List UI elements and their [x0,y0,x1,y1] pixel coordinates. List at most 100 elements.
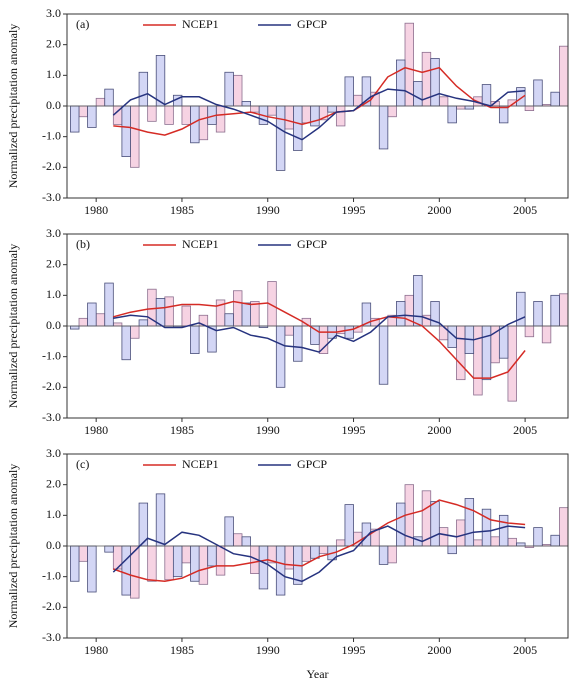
y-tick-label: 1.0 [46,287,61,301]
y-tick-label: -1.0 [42,568,61,582]
bar [224,71,234,107]
bar [498,105,509,124]
bar [378,545,389,565]
x-tick-label: 2000 [427,203,451,217]
smooth-line [112,525,526,583]
bar [498,514,509,547]
bar [198,545,209,585]
bar [533,301,543,327]
smooth-line [113,499,526,583]
y-tick-label: 1.0 [46,507,61,521]
bar [447,545,457,555]
bar [155,55,166,107]
bar [456,105,466,110]
y-tick-label: 3.0 [46,226,61,240]
x-tick-label: 1990 [256,203,280,217]
y-tick-label: 2.0 [46,36,61,50]
y-tick-label: -2.0 [42,379,61,393]
bar [164,296,174,327]
bar [310,545,320,559]
bar [224,516,234,547]
y-tick-label: -3.0 [42,190,61,204]
bar [138,319,149,327]
bar [250,301,260,327]
x-tick-label: 1980 [84,203,108,217]
bar [498,325,509,359]
bar [190,325,200,355]
bar [275,545,286,596]
smooth-line [113,300,526,379]
bar [481,84,492,107]
legend-label: GPCP [297,17,327,31]
smooth-line [112,88,526,141]
y-axis-label: Normalized precipitation anomaly [6,244,20,409]
bar [541,325,552,344]
x-tick-label: 2000 [427,643,451,657]
x-tick-label: 2005 [513,643,537,657]
bar [413,81,423,107]
bar [524,325,535,338]
bar [104,88,114,107]
panel: 3.0 2.0 1.0 0.0 -1.0 -2.0 -3.0 1980 1985 1990 1995… [6,446,569,681]
smooth-line [113,314,526,353]
bar [387,105,397,118]
bar [301,545,312,562]
bar [293,105,303,151]
bar [172,545,183,578]
legend-label: NCEP1 [182,17,219,31]
bar [130,105,140,168]
bar [104,282,114,327]
bar [456,325,466,381]
bar [318,325,329,355]
bar [138,71,149,107]
bar [130,325,140,339]
y-axis-label: Normalized precipitation anomaly [6,464,20,629]
bar [70,105,80,133]
bar [430,501,440,547]
bar [164,105,174,125]
legend-label: GPCP [297,237,327,251]
bar [430,58,440,107]
y-tick-label: -3.0 [42,410,61,424]
y-tick-label: 2.0 [46,256,61,270]
bar [121,105,131,157]
bar [396,502,406,547]
y-tick-label: -2.0 [42,159,61,173]
x-tick-label: 2000 [427,423,451,437]
x-tick-label: 2005 [513,423,537,437]
bar [524,105,535,111]
y-tick-label: 0.0 [46,318,61,332]
x-tick-label: 1995 [342,643,366,657]
panel-label: (a) [76,17,89,31]
bar [447,105,457,124]
bar [550,91,560,107]
bar [112,322,123,327]
bar [464,105,475,110]
bar [87,302,97,327]
bar [233,533,243,547]
bar [121,545,131,596]
bar [70,545,80,582]
bar [181,105,191,125]
x-tick-label: 1985 [170,423,194,437]
x-tick-label: 1980 [84,423,108,437]
bar [481,325,492,381]
y-tick-label: 0.0 [46,98,61,112]
bar [533,527,543,547]
x-tick-label: 1995 [342,423,366,437]
y-tick-label: -1.0 [42,348,61,362]
bar [87,105,97,128]
smooth-line [113,66,526,136]
x-axis-label: Year [306,667,328,681]
legend-label: GPCP [297,457,327,471]
bar [258,545,269,590]
bar [267,105,277,116]
bar [335,539,346,547]
y-tick-label: -2.0 [42,599,61,613]
bar [378,105,389,150]
bar [121,325,131,361]
panel: 3.0 2.0 1.0 0.0 -1.0 -2.0 -3.0 1980 1985 1990 1995… [6,6,569,217]
bar [181,305,191,327]
bar [207,545,217,567]
y-tick-label: 3.0 [46,6,61,20]
